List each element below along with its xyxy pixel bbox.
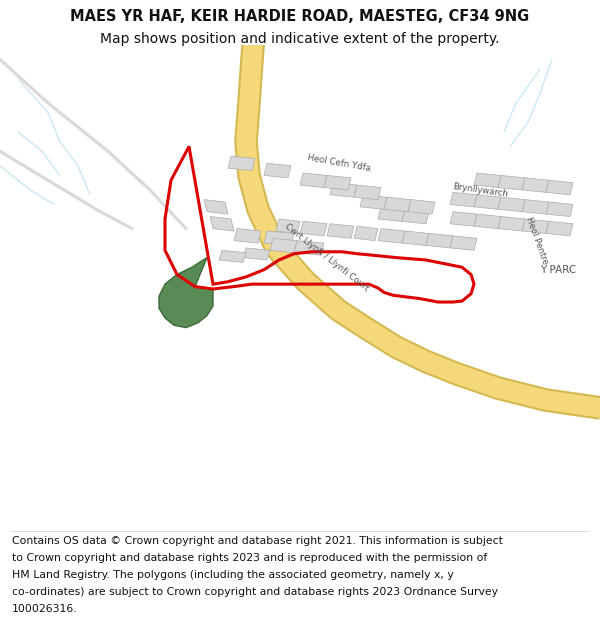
Polygon shape [450,212,477,226]
Polygon shape [219,251,246,262]
Polygon shape [330,182,357,197]
Polygon shape [360,195,387,209]
Text: Cwrt Llynfi / Llynfi Court: Cwrt Llynfi / Llynfi Court [283,222,371,293]
Polygon shape [522,178,549,192]
Polygon shape [270,238,297,252]
Polygon shape [324,176,351,190]
Text: Map shows position and indicative extent of the property.: Map shows position and indicative extent… [100,31,500,46]
Polygon shape [498,176,525,190]
Polygon shape [264,163,291,178]
Polygon shape [546,202,573,216]
Polygon shape [474,214,501,229]
Polygon shape [210,216,234,231]
Polygon shape [546,180,573,195]
Text: Contains OS data © Crown copyright and database right 2021. This information is : Contains OS data © Crown copyright and d… [12,536,503,546]
Polygon shape [402,231,429,246]
Polygon shape [204,199,228,214]
Text: to Crown copyright and database rights 2023 and is reproduced with the permissio: to Crown copyright and database rights 2… [12,553,487,563]
Text: co-ordinates) are subject to Crown copyright and database rights 2023 Ordnance S: co-ordinates) are subject to Crown copyr… [12,587,498,597]
Polygon shape [228,156,255,171]
Polygon shape [402,209,429,224]
Polygon shape [498,197,525,212]
Polygon shape [474,173,501,188]
Polygon shape [354,226,378,241]
Polygon shape [426,233,453,248]
Polygon shape [234,229,261,243]
Text: Heol Pentre: Heol Pentre [524,216,550,266]
Polygon shape [474,195,501,209]
Polygon shape [276,219,300,233]
Polygon shape [159,258,213,328]
Text: Y PARC: Y PARC [540,264,576,274]
Text: MAES YR HAF, KEIR HARDIE ROAD, MAESTEG, CF34 9NG: MAES YR HAF, KEIR HARDIE ROAD, MAESTEG, … [70,9,530,24]
Polygon shape [546,221,573,236]
Polygon shape [300,221,327,236]
Polygon shape [498,216,525,231]
Polygon shape [408,199,435,214]
Polygon shape [522,199,549,214]
Text: Brynllywarch: Brynllywarch [452,182,508,198]
Polygon shape [450,236,477,251]
Polygon shape [300,173,327,188]
Polygon shape [243,248,270,260]
Polygon shape [384,197,411,212]
Polygon shape [294,241,324,255]
Polygon shape [327,224,354,238]
Text: 100026316.: 100026316. [12,604,77,614]
Polygon shape [378,229,405,243]
Polygon shape [378,207,405,221]
Polygon shape [354,185,381,199]
Polygon shape [522,219,549,233]
Polygon shape [264,231,294,246]
Polygon shape [450,192,477,207]
Text: Heol Cefn Ydfa: Heol Cefn Ydfa [307,153,371,173]
Text: HM Land Registry. The polygons (including the associated geometry, namely x, y: HM Land Registry. The polygons (includin… [12,570,454,580]
